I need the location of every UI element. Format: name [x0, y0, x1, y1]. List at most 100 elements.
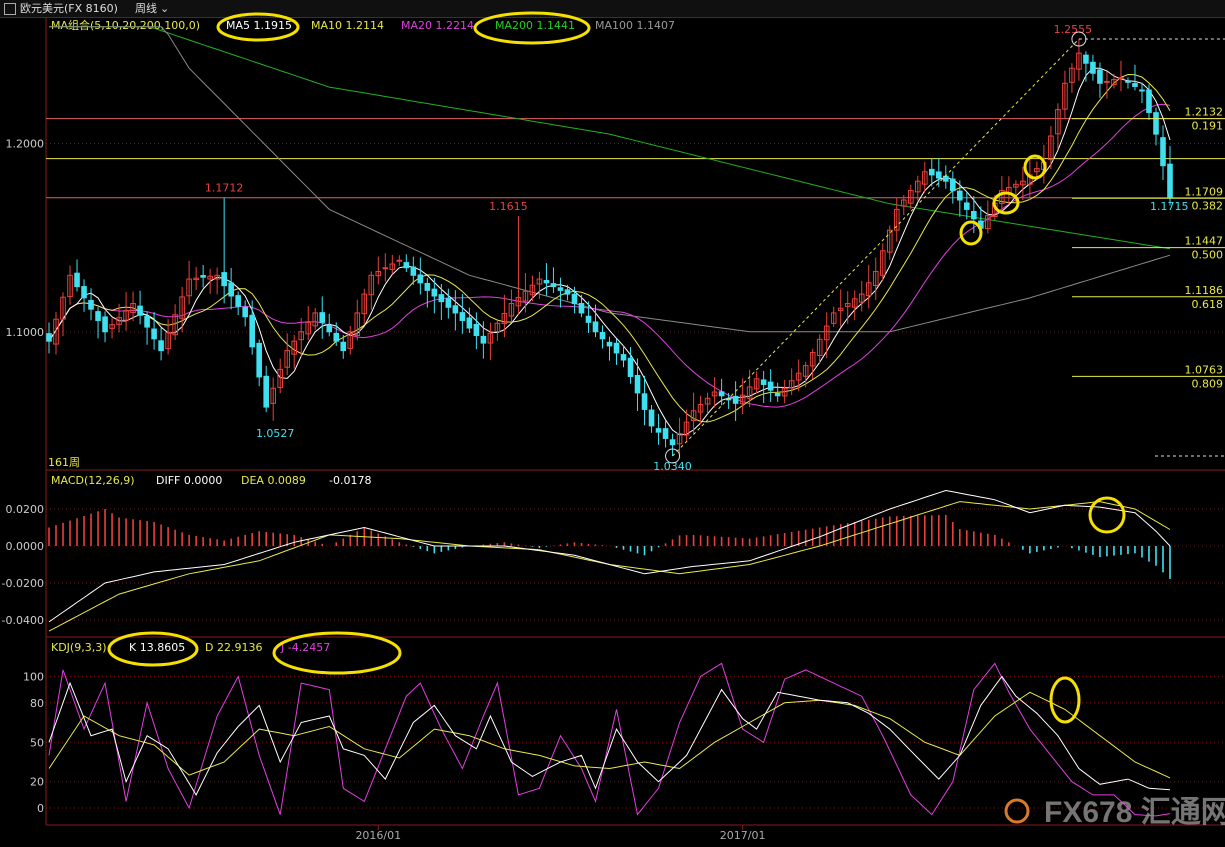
candle-body: [823, 325, 830, 341]
candle-body: [480, 335, 487, 344]
candle-body: [53, 318, 59, 345]
candle-body: [354, 312, 361, 337]
candle-body: [95, 311, 101, 321]
candle-body: [452, 305, 459, 314]
candle-body: [648, 409, 655, 427]
candle-body: [732, 395, 739, 404]
y-tick-label: 80: [30, 697, 44, 710]
y-tick-label: 50: [30, 736, 44, 749]
candle-body: [235, 295, 241, 307]
candle-body: [613, 342, 620, 354]
candle-body: [200, 275, 206, 278]
candle-body: [242, 306, 248, 318]
y-tick-label: -0.0400: [2, 614, 44, 627]
k-line: [48, 675, 1171, 796]
ma5-value: MA5 1.1915: [226, 19, 292, 32]
candle-body: [522, 290, 529, 302]
y-tick-label: 0.0000: [6, 540, 45, 553]
candle-body: [60, 296, 66, 320]
candle-body: [333, 332, 340, 342]
candle-body: [109, 324, 115, 329]
candle-body: [494, 322, 501, 333]
candle-body: [368, 274, 375, 296]
candle-body: [697, 404, 704, 413]
candle-body: [508, 303, 515, 317]
y-tick-label: -0.0200: [2, 577, 44, 590]
candle-body: [137, 305, 143, 316]
candle-body: [851, 298, 858, 308]
low-marker: [665, 448, 681, 464]
candle-body: [319, 312, 326, 323]
fib-ratio-label: 0.191: [1192, 120, 1224, 133]
high-label: 1.2555: [1054, 23, 1093, 36]
candle-body: [592, 321, 599, 333]
fib-price-label: 1.1186: [1185, 284, 1224, 297]
candle-body: [298, 331, 305, 341]
candle-body: [606, 341, 613, 347]
y-tick-label: 1.1000: [6, 326, 45, 339]
candle-body: [74, 272, 80, 288]
candle-body: [943, 175, 949, 182]
candle-body: [585, 315, 592, 323]
candle-body: [1146, 89, 1152, 113]
candle-body: [964, 202, 970, 210]
candle-body: [1167, 163, 1173, 198]
low-label: 1.0527: [256, 427, 295, 440]
candle-body: [214, 274, 220, 280]
candle-body: [802, 365, 809, 377]
candle-body: [669, 439, 676, 446]
candle-body: [123, 310, 129, 321]
candle-body: [445, 298, 452, 308]
fib-price-label: 1.0763: [1185, 363, 1224, 376]
candle-body: [753, 378, 760, 390]
candle-body: [830, 312, 837, 324]
candle-body: [1139, 89, 1145, 92]
fib-price-label: 1.1447: [1185, 235, 1224, 248]
candle-body: [221, 272, 227, 287]
candle-body: [1153, 112, 1159, 135]
candle-body: [487, 332, 494, 344]
candle-body: [529, 284, 536, 296]
candle-body: [788, 380, 795, 389]
d-value: D 22.9136: [205, 641, 263, 654]
kdj-pane: 100 80 50 20 0: [23, 662, 1225, 817]
candle-body: [816, 338, 823, 356]
candle-body: [256, 342, 262, 378]
candle-body: [501, 312, 508, 325]
candle-body: [1125, 80, 1131, 83]
candle-body: [340, 341, 347, 352]
period-selector[interactable]: 周线: [135, 2, 157, 15]
candle-body: [711, 391, 718, 397]
candle-body: [795, 372, 802, 381]
candle-body: [781, 387, 788, 397]
fib-price-label: 1.2132: [1185, 106, 1224, 119]
candle-body: [865, 282, 872, 297]
candle-body: [683, 421, 690, 436]
candle-body: [921, 171, 928, 185]
candle-body: [1132, 83, 1138, 87]
candle-body: [858, 293, 865, 303]
candle-body: [1013, 183, 1019, 188]
candle-body: [935, 171, 942, 179]
candle-body: [641, 393, 648, 410]
candle-body: [620, 354, 627, 361]
highlight-circle: [1023, 154, 1047, 180]
fib-ratio-label: 0.809: [1192, 377, 1224, 390]
chevron-down-icon[interactable]: ⌄: [160, 2, 170, 15]
candle-body: [88, 299, 94, 310]
kdj-group-label[interactable]: KDJ(9,3,3): [51, 641, 107, 654]
candle-body: [879, 250, 886, 276]
candle-body: [186, 278, 192, 297]
candle-body: [228, 282, 234, 297]
dea-value: DEA 0.0089: [241, 474, 306, 487]
highlight-circle: [992, 191, 1020, 215]
candle-body: [957, 190, 963, 201]
macd-group-label[interactable]: MACD(12,26,9): [51, 474, 135, 487]
highlight-circle: [216, 12, 300, 42]
candle-body: [116, 317, 122, 325]
candle-body: [347, 331, 354, 349]
y-tick-label: 1.2000: [6, 138, 45, 151]
candle-body: [655, 428, 662, 433]
